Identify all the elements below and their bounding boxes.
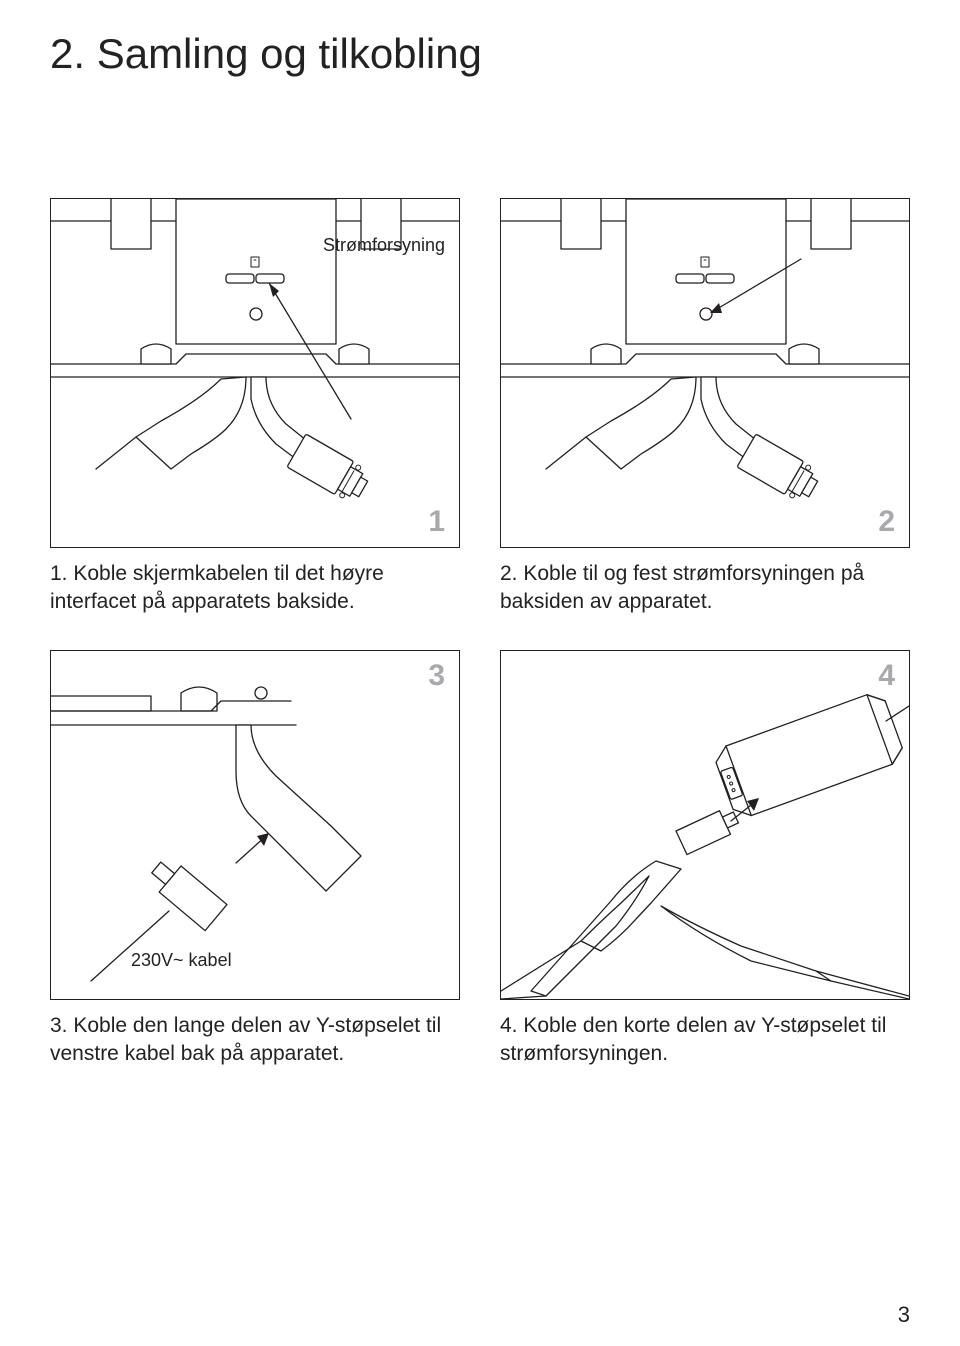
diagram-4: 4: [500, 650, 910, 1000]
panel-3: 230V~ kabel 3 3. Koble den lange delen a…: [50, 650, 460, 1072]
panel-2: 2 2. Koble til og fest strømforsyningen …: [500, 198, 910, 620]
caption-3: 3. Koble den lange delen av Y-støpselet …: [50, 1012, 460, 1072]
panel-num-1: 1: [428, 505, 445, 539]
panel-num-2: 2: [878, 505, 895, 539]
diagram-2: 2: [500, 198, 910, 548]
row-1: Strømforsyning 1 1. Koble skjermkabelen …: [50, 198, 910, 620]
panel-4: 4 4. Koble den korte delen av Y-støpsele…: [500, 650, 910, 1072]
page-title: 2. Samling og tilkobling: [50, 30, 910, 78]
caption-4: 4. Koble den korte delen av Y-støpselet …: [500, 1012, 910, 1072]
caption-1: 1. Koble skjermkabelen til det høyre int…: [50, 560, 460, 620]
row-2: 230V~ kabel 3 3. Koble den lange delen a…: [50, 650, 910, 1072]
caption-2: 2. Koble til og fest strømforsyningen på…: [500, 560, 910, 620]
diagram-3: 230V~ kabel 3: [50, 650, 460, 1000]
panel-1: Strømforsyning 1 1. Koble skjermkabelen …: [50, 198, 460, 620]
diagram-1: Strømforsyning 1: [50, 198, 460, 548]
panel-num-4: 4: [878, 659, 895, 693]
panel-num-3: 3: [428, 659, 445, 693]
label-230v-cable: 230V~ kabel: [131, 950, 232, 971]
label-power-supply: Strømforsyning: [323, 235, 445, 256]
page-number: 3: [898, 1302, 910, 1328]
